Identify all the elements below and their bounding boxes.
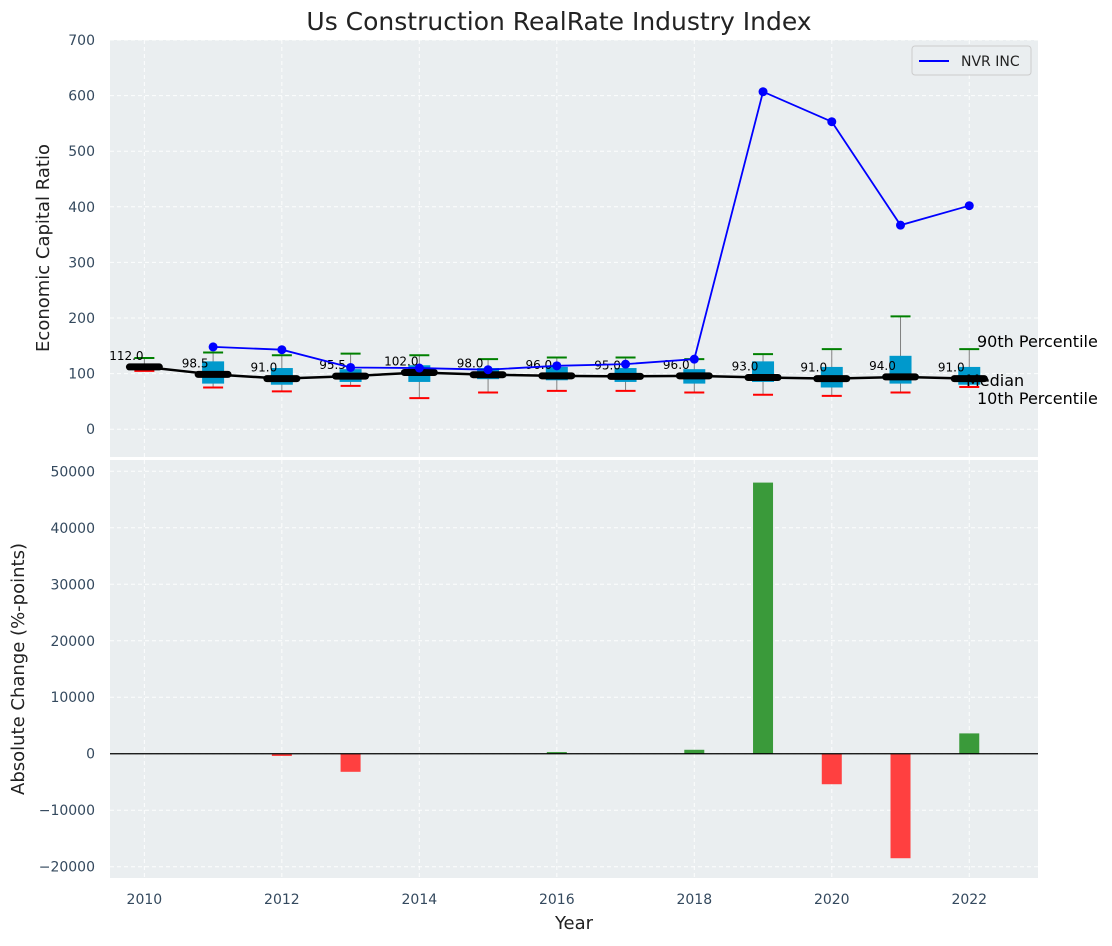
top-y-tick-label-6: 600 — [68, 89, 95, 105]
series-point-2022 — [964, 201, 974, 211]
series-point-2015 — [483, 365, 493, 375]
series-point-2016 — [552, 361, 562, 371]
bottom-y-tick-label-4: 20000 — [50, 634, 95, 650]
change-bar-2022 — [959, 733, 980, 754]
median-label-2016: 96.0 — [525, 358, 552, 372]
annotations-group: 90th Percentile Median 10th Percentile — [966, 332, 1098, 408]
series-point-2012 — [277, 345, 287, 355]
x-tick-label-4: 2018 — [676, 892, 712, 908]
bottom-y-ticks: −20000 −10000 0 10000 20000 30000 40000 50000 — [39, 464, 95, 875]
top-y-tick-label-1: 100 — [68, 367, 95, 383]
top-y-axis-title: Economic Capital Ratio — [33, 144, 54, 352]
series-point-2019 — [758, 87, 768, 97]
legend-box — [911, 45, 1032, 76]
chart-title: Us Construction RealRate Industry Index — [306, 7, 811, 36]
top-y-ticks: 0 100 200 300 400 500 600 700 — [68, 33, 95, 438]
series-point-2014 — [414, 363, 424, 373]
change-bar-2018 — [684, 749, 705, 754]
bottom-y-axis-title: Absolute Change (%-points) — [8, 543, 29, 795]
legend-label-nvr-inc: NVR INC — [961, 54, 1020, 70]
bottom-y-tick-label-7: 50000 — [50, 464, 95, 480]
legend[interactable]: NVR INC — [911, 45, 1032, 76]
top-y-tick-label-7: 700 — [68, 33, 95, 49]
x-ticks: 2010 2012 2014 2016 2018 2020 2022 — [127, 892, 988, 908]
series-point-2011 — [208, 342, 218, 352]
series-point-2017 — [621, 359, 631, 369]
bottom-y-tick-label-6: 40000 — [50, 521, 95, 537]
bottom-y-tick-label-3: 10000 — [50, 690, 95, 706]
bottom-plot-area — [110, 460, 1038, 878]
x-tick-label-1: 2012 — [264, 892, 300, 908]
median-line-group: 112.098.5 91.0 95.5 102.0 98.0 96.0 95.0 96.0 93… — [109, 349, 988, 383]
median-label-2021: 94.0 — [869, 359, 896, 373]
annotation-90th-percentile: 90th Percentile — [977, 332, 1098, 351]
series-line-nvr-inc — [213, 90, 970, 371]
top-y-tick-label-5: 500 — [68, 144, 95, 160]
x-tick-label-0: 2010 — [127, 892, 163, 908]
bottom-y-tick-label-5: 30000 — [50, 577, 95, 593]
top-y-tick-label-0: 0 — [86, 422, 95, 438]
series-point-2021 — [896, 220, 906, 230]
median-label-2022: 91.0 — [938, 361, 965, 375]
bottom-y-tick-label-0: −20000 — [39, 860, 95, 876]
top-y-tick-label-4: 400 — [68, 200, 95, 216]
x-axis-title: Year — [554, 913, 594, 934]
top-y-tick-label-2: 200 — [68, 311, 95, 327]
bottom-y-tick-label-2: 0 — [86, 747, 95, 763]
top-y-tick-label-3: 300 — [68, 255, 95, 271]
series-point-2020 — [827, 117, 837, 127]
change-bar-2021 — [890, 753, 911, 859]
annotation-median: Median — [966, 371, 1024, 390]
x-tick-label-5: 2020 — [814, 892, 850, 908]
series-point-2013 — [346, 362, 356, 372]
change-bars — [110, 482, 1038, 859]
median-label-2012: 91.0 — [250, 361, 277, 375]
change-bar-2019 — [753, 482, 774, 754]
x-tick-label-3: 2016 — [539, 892, 575, 908]
x-tick-label-6: 2022 — [951, 892, 987, 908]
median-label-2020: 91.0 — [800, 361, 827, 375]
change-bar-2016 — [546, 752, 567, 754]
bottom-panel: −20000 −10000 0 10000 20000 30000 40000 50000 2… — [8, 460, 1038, 934]
median-label-2014: 102.0 — [384, 354, 418, 368]
median-label-2011: 98.5 — [182, 356, 209, 370]
x-tick-label-2: 2014 — [402, 892, 438, 908]
change-bar-2012 — [271, 753, 292, 756]
series-group — [208, 87, 974, 375]
median-label-2010: 112.0 — [109, 349, 143, 363]
bottom-y-tick-label-1: −10000 — [39, 803, 95, 819]
annotation-10th-percentile: 10th Percentile — [977, 389, 1098, 408]
top-plot-area — [110, 40, 1038, 457]
median-label-2019: 93.0 — [732, 359, 759, 373]
series-point-2018 — [689, 354, 699, 364]
change-bar-2013 — [340, 753, 361, 772]
median-label-2015: 98.0 — [457, 357, 484, 371]
change-bar-2020 — [821, 753, 842, 785]
